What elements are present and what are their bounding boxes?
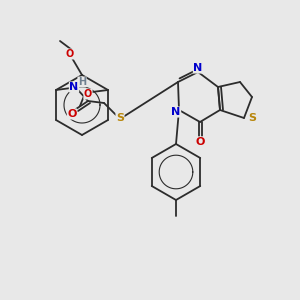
Text: N: N [69,82,79,92]
Text: H: H [78,77,86,87]
Text: S: S [116,113,124,123]
Text: O: O [84,89,92,99]
Text: N: N [194,63,202,73]
Text: O: O [66,49,74,59]
Text: O: O [195,137,205,147]
Text: N: N [171,107,181,117]
Text: O: O [67,109,77,119]
Text: S: S [248,113,256,123]
